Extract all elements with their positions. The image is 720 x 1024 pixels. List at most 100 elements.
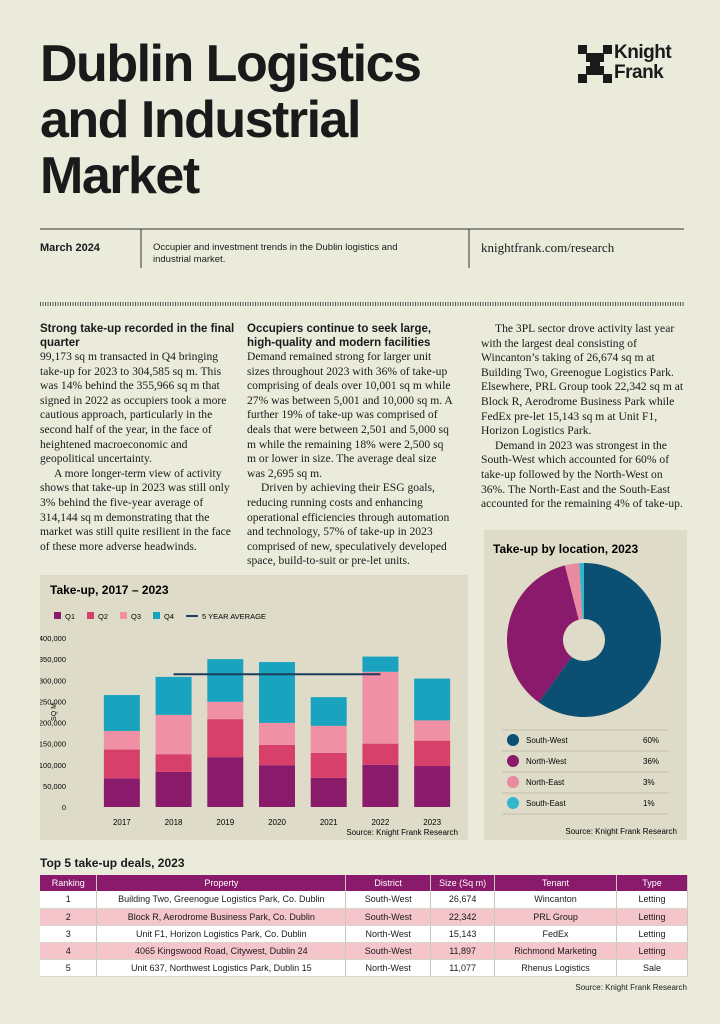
y-tick-label: 250,000 (40, 697, 66, 706)
paragraph: Demand remained strong for larger unit s… (247, 350, 453, 480)
bar-segment (155, 676, 192, 715)
bar-segment (414, 766, 451, 807)
legend-label: Q4 (164, 612, 174, 621)
table-cell: Wincanton (494, 891, 617, 909)
table-cell: Block R, Aerodrome Business Park, Co. Du… (96, 908, 347, 926)
logo-icon (578, 45, 612, 83)
legend-label: Q2 (98, 612, 108, 621)
bar-segment (207, 719, 244, 758)
table-cell: 26,674 (430, 891, 496, 909)
bar-segment (362, 671, 399, 744)
table-row: 1 Building Two, Greenogue Logistics Park,… (40, 891, 688, 909)
bar-segment (155, 754, 192, 772)
table-cell: 4065 Kingswood Road, Citywest, Dublin 24 (96, 942, 347, 960)
table: Ranking Property District Size (Sq m) Tenant… (40, 875, 688, 977)
legend-dot (507, 734, 519, 746)
x-tick-label: 2020 (268, 818, 286, 827)
y-tick-label: 200,000 (40, 719, 66, 728)
table-cell: North-West (345, 925, 432, 943)
legend-label: 5 YEAR AVERAGE (202, 612, 266, 621)
legend-swatch (54, 612, 61, 619)
bar-segment (207, 701, 244, 720)
x-tick-label: 2023 (423, 818, 441, 827)
table-cell: 11,897 (430, 942, 496, 960)
bar-segment (207, 659, 244, 702)
legend-swatch (120, 612, 127, 619)
y-tick-label: 400,000 (40, 634, 66, 643)
y-tick-label: 350,000 (40, 655, 66, 664)
y-axis-label: SQ M (51, 703, 58, 721)
bar-segment (362, 764, 399, 807)
source: Source: Knight Frank Research (346, 828, 458, 837)
table-cell: South-West (345, 891, 432, 909)
bar-segment (414, 740, 451, 767)
title-line: Market (40, 147, 200, 205)
x-tick-label: 2017 (113, 818, 131, 827)
column: Occupiers continue to seek large, high-q… (247, 322, 455, 569)
date: March 2024 (40, 242, 100, 254)
y-tick-label: 150,000 (40, 740, 66, 749)
bar-chart: Take-up, 2017 – 2023 Source: Knight Fran… (40, 575, 468, 840)
bar-segment (103, 695, 140, 731)
table-cell: Letting (616, 908, 688, 926)
rules (40, 228, 684, 306)
legend-label: South-West (526, 736, 568, 745)
legend-label: South-East (526, 799, 566, 808)
table-cell: Sale (616, 959, 688, 977)
source: Source: Knight Frank Research (565, 827, 677, 836)
bar-segment (259, 662, 295, 723)
bar-segment (207, 757, 244, 807)
chart-title: Take-up by location, 2023 (493, 542, 638, 556)
paragraph: The 3PL sector drove activity last year … (481, 322, 684, 438)
title-line: and Industrial (40, 91, 361, 149)
url: knightfrank.com/research (481, 240, 615, 255)
column-header: Ranking (40, 875, 98, 891)
y-tick-label: 300,000 (40, 676, 66, 685)
bar-segment (414, 720, 451, 741)
table-cell: Richmond Marketing (494, 942, 617, 960)
title-line: Dublin Logistics (40, 35, 422, 93)
legend-dot (507, 776, 519, 788)
heading: Strong take-up recorded in the final qua… (40, 323, 235, 349)
legend-label: Q1 (65, 612, 75, 621)
column-header: Property (96, 875, 347, 891)
logo-line: Knight (614, 42, 672, 63)
bar-segment (362, 656, 399, 672)
table-title: Top 5 take-up deals, 2023 (40, 856, 185, 870)
table-cell: FedEx (494, 925, 617, 943)
table-cell: PRL Group (494, 908, 617, 926)
column-header: Size (Sq m) (430, 875, 496, 891)
bar-segment (155, 771, 192, 807)
legend-label: Q3 (131, 612, 141, 621)
bar-segment (103, 778, 140, 807)
table-cell: Letting (616, 942, 688, 960)
table-cell: North-West (345, 959, 432, 977)
table-cell: Building Two, Greenogue Logistics Park, … (96, 891, 347, 909)
bar-segment (362, 743, 399, 765)
legend-label: North-East (526, 778, 565, 787)
column: The 3PL sector drove activity last year … (481, 322, 685, 512)
bar-segment (310, 697, 347, 726)
column: Strong take-up recorded in the final qua… (40, 322, 236, 554)
table-cell: 5 (40, 959, 98, 977)
paragraph: Demand in 2023 was strongest in the Sout… (481, 438, 683, 511)
bar-segment (310, 725, 347, 753)
table-cell: 4 (40, 942, 98, 960)
description: Occupier and investment trends in the Du… (153, 242, 398, 265)
table-cell: 2 (40, 908, 98, 926)
pie-chart: Take-up by location, 2023 Source: Knight… (484, 530, 687, 840)
table-cell: Unit 637, Northwest Logistics Park, Dubl… (96, 959, 347, 977)
legend-label: North-West (526, 757, 567, 766)
table-cell: 11,077 (430, 959, 496, 977)
bar-segment (259, 765, 295, 807)
bar-segment (310, 752, 347, 778)
table-cell: Letting (616, 925, 688, 943)
legend-swatch (87, 612, 94, 619)
table-cell: Unit F1, Horizon Logistics Park, Co. Dub… (96, 925, 347, 943)
legend-dot (507, 797, 519, 809)
paragraph: 99,173 sq m transacted in Q4 bringing ta… (40, 350, 227, 466)
table-source: Source: Knight Frank Research (575, 983, 687, 992)
table-cell: South-West (345, 908, 432, 926)
table-cell: 15,143 (430, 925, 496, 943)
